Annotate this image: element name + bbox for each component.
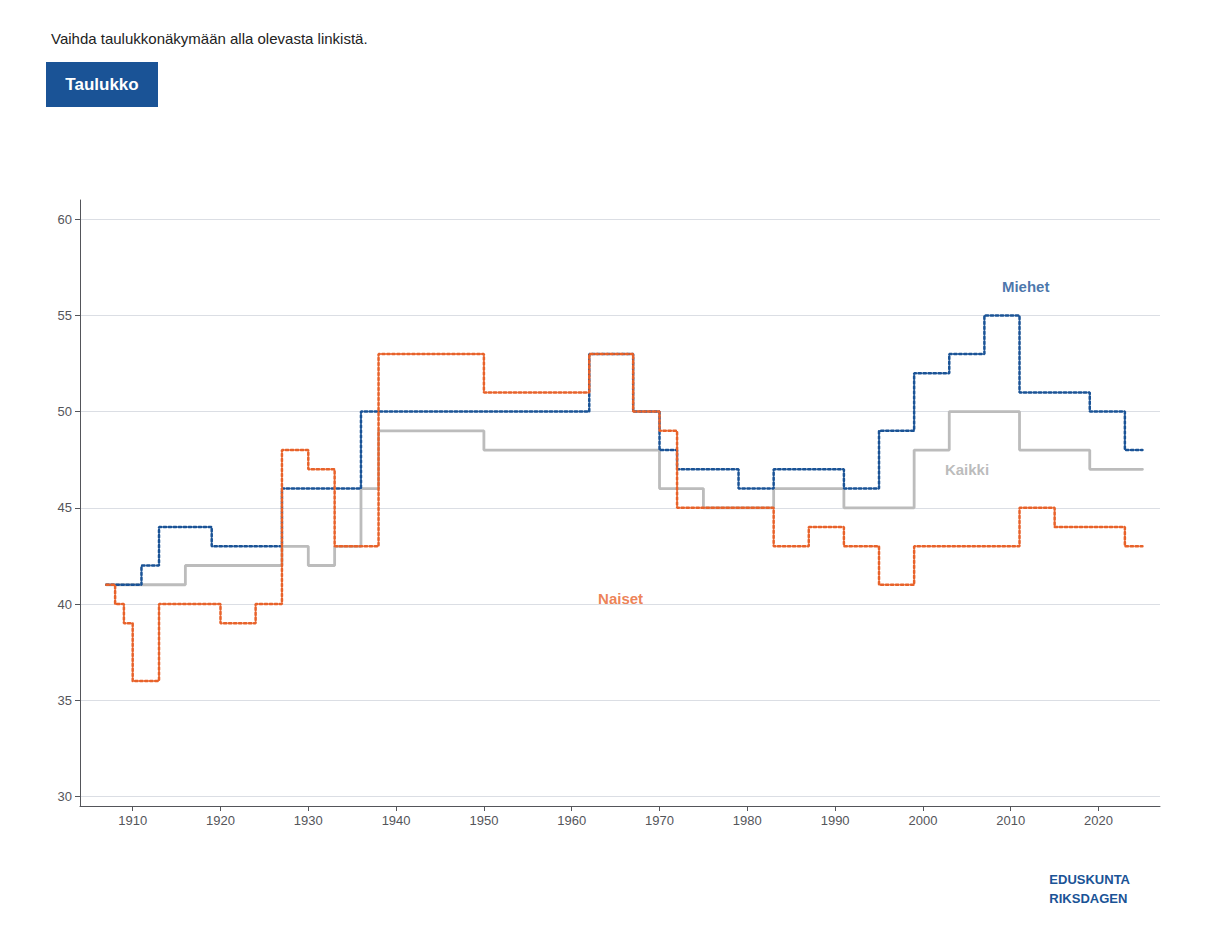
svg-text:RIKSDAGEN: RIKSDAGEN <box>1049 891 1127 906</box>
svg-text:2000: 2000 <box>908 813 937 828</box>
svg-text:1970: 1970 <box>645 813 674 828</box>
svg-text:EDUSKUNTA: EDUSKUNTA <box>1049 872 1130 887</box>
svg-text:60: 60 <box>58 212 72 227</box>
svg-text:1940: 1940 <box>382 813 411 828</box>
svg-text:1910: 1910 <box>118 813 147 828</box>
svg-text:35: 35 <box>58 693 72 708</box>
svg-text:Vaihda taulukkonäkymään alla o: Vaihda taulukkonäkymään alla olevasta li… <box>51 30 368 47</box>
svg-text:Taulukko: Taulukko <box>65 75 138 94</box>
svg-text:Naiset: Naiset <box>598 590 643 607</box>
svg-text:Kaikki: Kaikki <box>945 461 989 478</box>
svg-text:30: 30 <box>58 789 72 804</box>
svg-text:1960: 1960 <box>557 813 586 828</box>
svg-text:1920: 1920 <box>206 813 235 828</box>
svg-text:1990: 1990 <box>821 813 850 828</box>
svg-text:40: 40 <box>58 597 72 612</box>
svg-text:45: 45 <box>58 500 72 515</box>
svg-text:1980: 1980 <box>733 813 762 828</box>
svg-text:2010: 2010 <box>996 813 1025 828</box>
svg-text:Miehet: Miehet <box>1002 278 1050 295</box>
svg-text:50: 50 <box>58 404 72 419</box>
svg-text:55: 55 <box>58 308 72 323</box>
svg-text:2020: 2020 <box>1084 813 1113 828</box>
svg-text:1930: 1930 <box>294 813 323 828</box>
svg-text:1950: 1950 <box>469 813 498 828</box>
